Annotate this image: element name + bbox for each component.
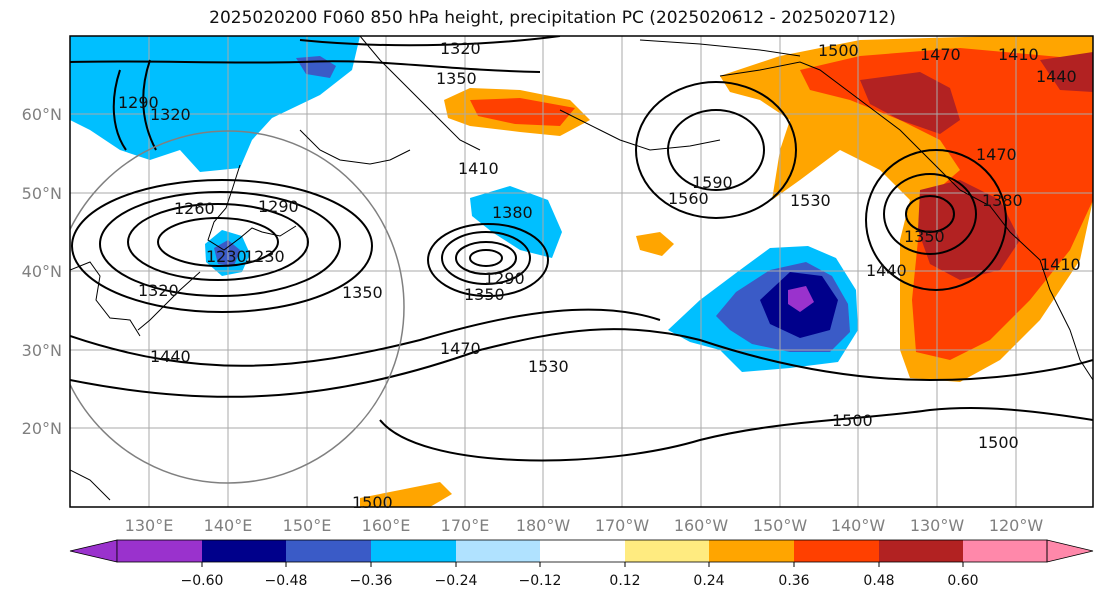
contour-label: 1470 [976,145,1017,164]
colorbar-swatch [371,540,456,562]
contour-label: 1590 [692,173,733,192]
precip-negative-core [788,286,814,312]
lat-tick-label: 50°N [22,184,62,203]
contour-label: 1500 [818,41,859,60]
colorbar-swatch [709,540,794,562]
contour-label: 1350 [464,285,505,304]
graticule [70,36,1093,507]
lon-tick-label: 130°E [125,516,174,535]
contour-label: 1320 [150,105,191,124]
coastlines [70,36,1093,501]
contour-label: 1560 [668,189,709,208]
colorbar-tick-label: −0.60 [181,573,224,589]
lat-axis-labels: 20°N 30°N 40°N 50°N 60°N [22,105,62,438]
contour-label: 1470 [440,339,481,358]
precip-positive-core [470,98,575,126]
contour-label: 1500 [978,433,1019,452]
contour-label: 1530 [528,357,569,376]
precip-positive-area [636,232,674,256]
colorbar-tick-label: −0.24 [435,573,478,589]
contour-label: 1290 [118,93,159,112]
lon-tick-label: 170°E [441,516,490,535]
height-contours [70,36,1093,462]
colorbar-extend-max [1046,539,1094,563]
colorbar-swatch [625,540,709,562]
lon-tick-label: 140°W [831,516,886,535]
contour-label: 1440 [866,261,907,280]
colorbar-swatch [794,540,879,562]
lat-tick-label: 60°N [22,105,62,124]
colorbar-swatch [879,540,963,562]
colorbar-tick-label: 0.24 [693,573,724,589]
lon-tick-label: 120°W [989,516,1044,535]
lon-axis-labels: 130°E 140°E 150°E 160°E 170°E 180°W 170°… [125,516,1044,535]
contour-label: 1470 [920,45,961,64]
lon-tick-label: 150°W [753,516,808,535]
region-circle [70,130,405,484]
precip-positive-area [360,482,452,507]
lon-tick-label: 150°E [283,516,332,535]
colorbar-swatch [117,540,202,562]
colorbar-extend-min [69,539,118,563]
precip-shading [70,36,1093,507]
precip-positive-core [918,180,1020,280]
lat-tick-label: 20°N [22,419,62,438]
contour-label: 1290 [484,269,525,288]
contour-label: 1230 [206,247,247,266]
contour-label: 1440 [150,347,191,366]
colorbar-tick-label: 0.60 [947,573,978,589]
colorbar-tick-label: 0.48 [863,573,894,589]
lon-tick-label: 160°E [362,516,411,535]
contour-label: 1380 [982,191,1023,210]
contour-label: 1410 [1040,255,1081,274]
chart-title: 2025020200 F060 850 hPa height, precipit… [209,8,896,28]
contour-label: 1230 [244,247,285,266]
colorbar: −0.60 −0.48 −0.36 −0.24 −0.12 0.12 0.24 … [69,539,1094,589]
contour-label: 1320 [138,281,179,300]
contour-label: 1500 [352,493,393,512]
colorbar-tick-label: −0.36 [350,573,393,589]
colorbar-swatch [540,540,625,562]
contour-label: 1260 [174,199,215,218]
precip-negative-area [70,36,360,172]
colorbar-swatch [456,540,540,562]
contour-label: 1320 [440,39,481,58]
colorbar-tick-label: −0.48 [265,573,308,589]
precip-positive-core [1040,52,1093,92]
contour-label: 1410 [998,45,1039,64]
colorbar-tick-label: 0.36 [778,573,809,589]
contour-label: 1440 [1036,67,1077,86]
lon-tick-label: 160°W [674,516,729,535]
lat-tick-label: 30°N [22,341,62,360]
contour-label: 1350 [904,227,945,246]
contour-label: 1500 [832,411,873,430]
contour-labels: 1320 1350 1500 1470 1410 1440 1470 1290 … [118,39,1081,512]
colorbar-tick-label: −0.12 [519,573,562,589]
map-frame [69,35,1094,508]
lon-tick-label: 140°E [204,516,253,535]
colorbar-swatch [963,540,1047,562]
precip-negative-core [214,240,240,266]
colorbar-swatch [286,540,371,562]
contour-label: 1380 [492,203,533,222]
contour-label: 1530 [790,191,831,210]
contour-label: 1410 [458,159,499,178]
lon-tick-label: 170°W [595,516,650,535]
precip-positive-core [860,72,960,134]
contour-label: 1290 [258,197,299,216]
lon-tick-label: 130°W [910,516,965,535]
contour-label: 1350 [436,69,477,88]
lat-tick-label: 40°N [22,262,62,281]
colorbar-swatch [202,540,286,562]
colorbar-tick-label: 0.12 [609,573,640,589]
contour-label: 1350 [342,283,383,302]
lon-tick-label: 180°W [516,516,571,535]
